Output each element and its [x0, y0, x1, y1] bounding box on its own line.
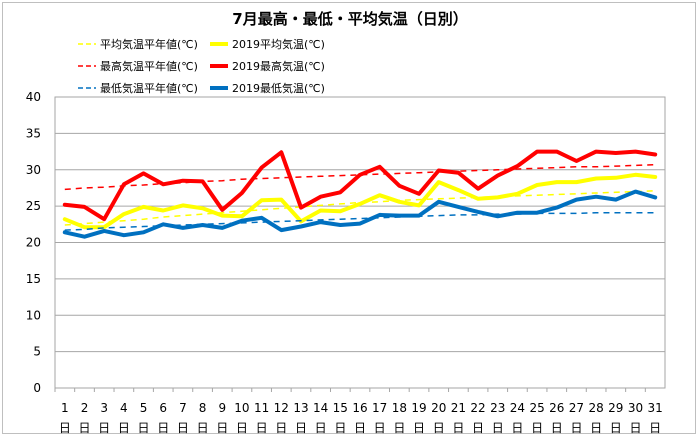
x-tick-label: 21 [451, 401, 466, 415]
legend-label-4: 最低気温平年値(℃) [100, 81, 198, 95]
x-tick-label: 4 [120, 401, 128, 415]
x-tick-suffix: 日 [79, 421, 91, 435]
x-tick-label: 27 [569, 401, 584, 415]
x-tick-suffix: 日 [452, 421, 464, 435]
x-tick-suffix: 日 [275, 421, 287, 435]
x-tick-suffix: 日 [374, 421, 386, 435]
x-tick-label: 30 [628, 401, 643, 415]
x-tick-label: 31 [648, 401, 663, 415]
x-tick-suffix: 日 [256, 421, 268, 435]
x-tick-suffix: 日 [98, 421, 110, 435]
x-tick-label: 1 [61, 401, 69, 415]
series-line-1 [62, 172, 658, 230]
x-tick-label: 8 [199, 401, 207, 415]
x-tick-label: 2 [81, 401, 89, 415]
x-tick-label: 13 [293, 401, 308, 415]
legend-label-0: 平均気温平年値(℃) [100, 37, 198, 51]
x-tick-label: 9 [218, 401, 226, 415]
x-tick-label: 17 [372, 401, 387, 415]
x-tick-suffix: 日 [59, 421, 71, 435]
y-tick-label: 30 [26, 163, 41, 177]
x-tick-label: 5 [140, 401, 148, 415]
x-tick-label: 26 [549, 401, 564, 415]
x-tick-label: 16 [352, 401, 367, 415]
x-tick-suffix: 日 [413, 421, 425, 435]
x-tick-label: 28 [588, 401, 603, 415]
y-tick-label: 25 [26, 199, 41, 213]
x-tick-suffix: 日 [629, 421, 641, 435]
chart-title: 7月最高・最低・平均気温（日別） [232, 10, 468, 28]
x-tick-label: 29 [608, 401, 623, 415]
x-tick-label: 24 [510, 401, 525, 415]
x-tick-label: 7 [179, 401, 187, 415]
x-tick-suffix: 日 [236, 421, 248, 435]
x-tick-suffix: 日 [354, 421, 366, 435]
y-tick-label: 0 [33, 381, 41, 395]
legend-label-5: 2019最低気温(℃) [232, 81, 325, 95]
x-tick-suffix: 日 [334, 421, 346, 435]
x-tick-suffix: 日 [197, 421, 209, 435]
x-tick-label: 23 [490, 401, 505, 415]
y-tick-label: 15 [26, 272, 41, 286]
x-tick-suffix: 日 [472, 421, 484, 435]
y-tick-label: 40 [26, 90, 41, 104]
x-tick-label: 3 [100, 401, 108, 415]
x-tick-label: 19 [411, 401, 426, 415]
x-tick-label: 11 [254, 401, 269, 415]
x-tick-label: 10 [234, 401, 249, 415]
legend-label-3: 2019最高気温(℃) [232, 59, 325, 73]
y-tick-label: 5 [33, 345, 41, 359]
series-line-3 [62, 149, 658, 222]
x-tick-suffix: 日 [177, 421, 189, 435]
x-tick-suffix: 日 [138, 421, 150, 435]
y-tick-label: 35 [26, 126, 41, 140]
x-tick-label: 12 [274, 401, 289, 415]
x-tick-suffix: 日 [393, 421, 405, 435]
x-tick-label: 20 [431, 401, 446, 415]
legend-label-2: 最高気温平年値(℃) [100, 59, 198, 73]
y-tick-label: 20 [26, 236, 41, 250]
x-tick-suffix: 日 [492, 421, 504, 435]
x-tick-label: 14 [313, 401, 328, 415]
x-tick-suffix: 日 [649, 421, 661, 435]
x-tick-suffix: 日 [610, 421, 622, 435]
series-line-5 [62, 189, 658, 239]
x-tick-suffix: 日 [570, 421, 582, 435]
x-tick-suffix: 日 [216, 421, 228, 435]
x-tick-label: 15 [333, 401, 348, 415]
x-tick-suffix: 日 [511, 421, 523, 435]
x-tick-label: 22 [470, 401, 485, 415]
x-tick-label: 25 [529, 401, 544, 415]
x-tick-label: 6 [159, 401, 167, 415]
x-tick-suffix: 日 [531, 421, 543, 435]
x-tick-suffix: 日 [315, 421, 327, 435]
x-tick-suffix: 日 [551, 421, 563, 435]
y-tick-label: 10 [26, 308, 41, 322]
x-tick-suffix: 日 [590, 421, 602, 435]
x-tick-suffix: 日 [433, 421, 445, 435]
x-tick-suffix: 日 [157, 421, 169, 435]
x-tick-suffix: 日 [118, 421, 130, 435]
x-tick-suffix: 日 [295, 421, 307, 435]
x-tick-label: 18 [392, 401, 407, 415]
legend-label-1: 2019平均気温(℃) [232, 37, 325, 51]
